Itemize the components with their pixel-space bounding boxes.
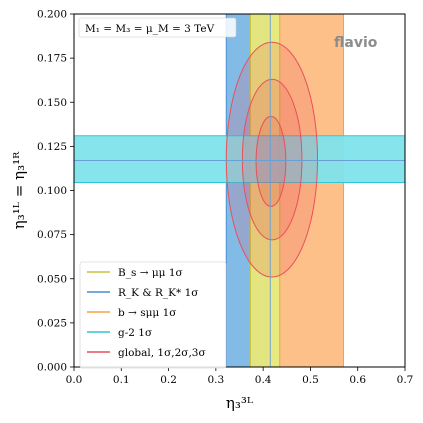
contour-2σ [241,78,303,241]
best-fit-crosshair [74,14,405,367]
legend-item-label: R_K & R_K* 1σ [118,287,198,299]
legend-item-label: global, 1σ,2σ,3σ [118,347,206,359]
legend: B_s → μμ 1σ R_K & R_K* 1σ b → sμμ 1σ g-2 1σ… [79,261,227,369]
y-tick-label: 0.050 [37,273,67,285]
contour-3σ [225,41,319,278]
band-0 [250,14,280,367]
x-tick-label: 0.2 [160,374,177,386]
x-tick-label: 0.0 [66,374,83,386]
annotation-text: M₁ = M₃ = μ_M = 3 TeV [85,23,215,35]
contour-1σ [255,115,287,207]
legend-item-label: b → sμμ 1σ [118,307,176,319]
band-3 [74,135,405,183]
global-fit-contours [225,41,319,278]
band-2 [279,14,344,367]
y-tick-label: 0.200 [37,9,67,21]
constraint-bands [74,14,405,367]
legend-item-label: g-2 1σ [118,327,152,339]
legend-background [79,261,227,369]
x-tick-label: 0.5 [302,374,319,386]
annotation-background [78,17,237,38]
legend-item-label: B_s → μμ 1σ [118,267,183,279]
axis-ticks: 0.0 0.1 0.2 0.3 0.4 0.5 0.6 0.7 0.000 0.025 0.050 0… [37,9,413,387]
y-tick-label: 0.125 [37,141,67,153]
x-tick-label: 0.4 [255,374,272,386]
x-tick-label: 0.1 [113,374,130,386]
y-tick-label: 0.075 [37,229,67,241]
x-tick-label: 0.7 [397,374,414,386]
x-tick-label: 0.3 [208,374,225,386]
y-tick-label: 0.100 [37,185,67,197]
y-tick-label: 0.025 [37,317,67,329]
flavio-watermark: flavio [334,35,378,51]
x-axis-label: η₃³ᴸ [226,394,254,412]
y-tick-label: 0.150 [37,97,67,109]
x-tick-label: 0.6 [349,374,366,386]
y-axis-label: η₃¹ᴸ = η₃¹ᴿ [10,151,28,229]
y-tick-label: 0.175 [37,53,67,65]
y-tick-label: 0.000 [37,362,67,374]
annotation-box: M₁ = M₃ = μ_M = 3 TeV [78,17,237,38]
